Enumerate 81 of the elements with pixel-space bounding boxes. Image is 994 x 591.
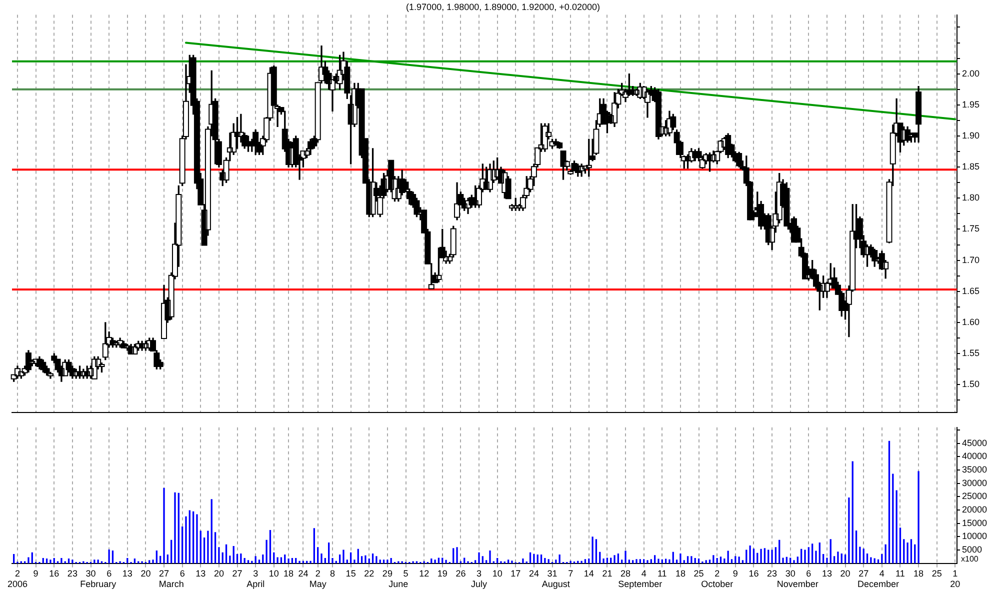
y-axis-title: x100 xyxy=(961,554,979,564)
y-tick-label: 45000 xyxy=(962,438,988,448)
x-tick-label: 17 xyxy=(510,568,521,578)
x-tick-label: 18 xyxy=(675,568,686,578)
x-tick-label: June xyxy=(388,579,408,590)
x-tick-label: 3 July xyxy=(471,568,488,590)
x-tick-label: 13 xyxy=(196,568,206,578)
x-tick-label: 4 xyxy=(641,568,646,578)
x-tick-label: 20 xyxy=(214,568,224,578)
x-tick-label: 2 2006 xyxy=(7,568,28,590)
x-tick-label: 11 xyxy=(657,568,667,578)
y-tick-label: 35000 xyxy=(962,464,988,475)
x-tick-label: 6 xyxy=(180,568,185,578)
x-tick-label: 11 xyxy=(896,568,905,578)
x-tick-label: December xyxy=(857,579,900,590)
x-tick-label: 28 xyxy=(620,568,631,578)
x-tick-label: 24 xyxy=(298,568,308,578)
x-tick-label: 6 xyxy=(106,568,112,578)
y-tick-label: 1.50 xyxy=(962,379,980,390)
y-tick-label: 15000 xyxy=(962,518,988,528)
x-tick-label: 25 xyxy=(694,568,704,578)
x-tick-label: 10 xyxy=(268,568,279,578)
y-tick-label: 1.60 xyxy=(962,316,980,327)
x-tick-label: 27 xyxy=(858,568,869,578)
x-tick-label: 31 xyxy=(547,568,558,578)
x-tick-label: 24 xyxy=(528,568,539,578)
x-tick-label: March xyxy=(158,579,184,590)
y-tick-label: 1.80 xyxy=(962,192,980,203)
chart-title: (1.97000, 1.98000, 1.89000, 1.92000, +0.02000) xyxy=(406,2,600,12)
y-tick-label: 20000 xyxy=(962,504,988,515)
x-tick-label: 1 20 xyxy=(950,568,960,590)
x-tick-label: 5 xyxy=(403,568,408,578)
y-tick-label: 30000 xyxy=(962,478,988,488)
x-tick-label: 2 May xyxy=(309,568,327,590)
y-tick-label: 1.55 xyxy=(962,348,980,358)
y-tick-label: 1.85 xyxy=(962,162,980,172)
y-tick-label: 40000 xyxy=(962,451,988,462)
x-tick-label: 23 xyxy=(67,568,78,578)
x-tick-label: 20 xyxy=(840,568,850,578)
x-tick-label: 3 April xyxy=(246,568,265,590)
x-tick-label: 19 xyxy=(437,568,448,578)
x-tick-label: 9 xyxy=(33,568,38,578)
x-tick-label: 13 xyxy=(122,568,132,578)
x-tick-label: 30 xyxy=(86,568,96,578)
x-tick-label: 13 xyxy=(822,568,832,578)
x-tick-label: 18 xyxy=(914,568,924,578)
y-tick-label: 1.65 xyxy=(962,286,980,296)
y-tick-label: 5000 xyxy=(962,544,982,555)
x-tick-label: February xyxy=(80,579,117,590)
x-tick-label: 25 xyxy=(932,568,942,578)
x-tick-label: 16 xyxy=(748,568,759,578)
x-tick-label: 27 xyxy=(232,568,242,578)
x-tick-label: 6 xyxy=(806,568,812,578)
y-tick-label: 1.90 xyxy=(962,130,980,140)
x-tick-label: 4 xyxy=(879,568,884,578)
x-tick-label: 23 xyxy=(767,568,778,578)
x-tick-label: November xyxy=(776,579,818,590)
x-tick-label: 21 xyxy=(602,568,612,578)
x-tick-label: 7 xyxy=(568,568,574,578)
x-tick-label: 8 xyxy=(330,568,335,578)
x-tick-label: 15 xyxy=(346,568,356,578)
y-tick-label: 2.00 xyxy=(962,68,980,78)
x-tick-label: August xyxy=(542,579,570,590)
y-tick-label: 10000 xyxy=(962,531,988,542)
x-tick-label: 26 xyxy=(456,568,466,578)
x-tick-label: September xyxy=(618,579,662,590)
x-tick-label: 22 xyxy=(364,568,374,578)
x-tick-label: 14 xyxy=(584,568,594,578)
y-tick-label: 1.70 xyxy=(962,254,980,265)
x-tick-label: 12 xyxy=(419,568,430,578)
x-tick-label: 9 xyxy=(732,568,738,578)
x-tick-label: 30 xyxy=(785,568,796,578)
x-tick-label: 16 xyxy=(49,568,60,578)
x-tick-label: 18 xyxy=(284,568,294,578)
x-tick-label: 29 xyxy=(382,568,392,578)
y-tick-label: 25000 xyxy=(962,491,988,502)
y-tick-label: 1.75 xyxy=(962,224,980,234)
x-tick-label: 20 xyxy=(140,568,151,578)
y-tick-label: 1.95 xyxy=(962,99,980,110)
x-tick-label: 10 xyxy=(492,568,502,578)
x-tick-label: 27 xyxy=(159,568,170,578)
